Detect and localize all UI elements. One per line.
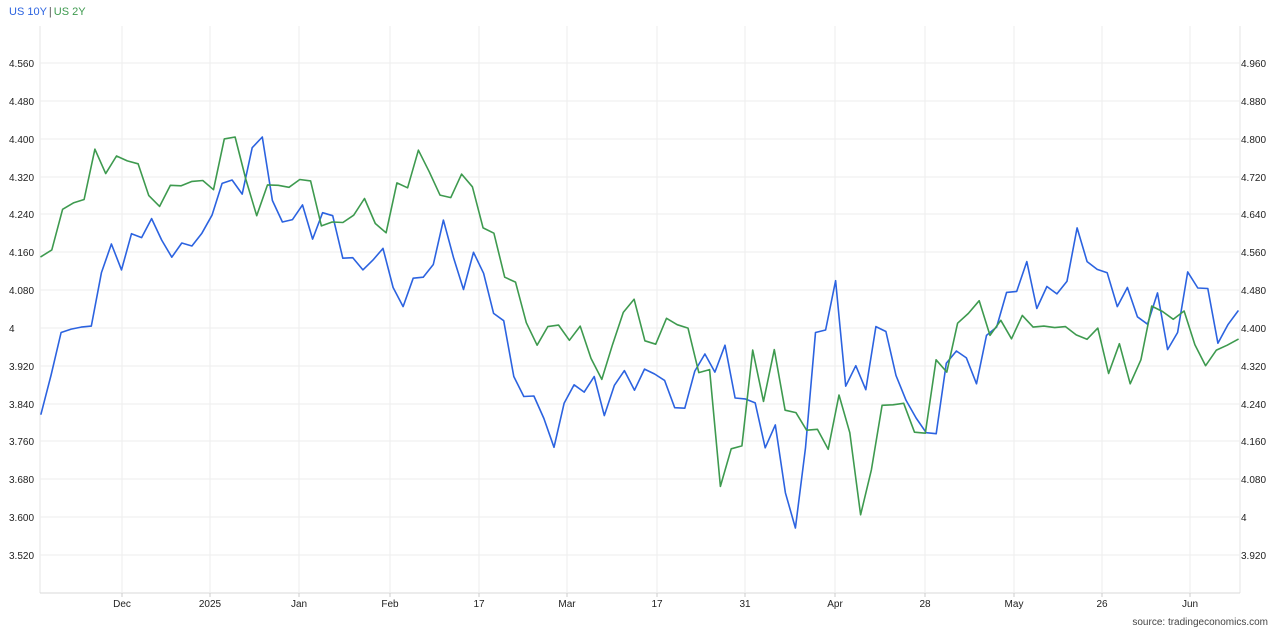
series-lines	[40, 136, 1239, 529]
series-line-us10y[interactable]	[40, 136, 1239, 529]
legend-us2y[interactable]: US 2Y	[53, 6, 86, 18]
x-tick-label: 17	[473, 599, 485, 610]
y-right-tick-label: 4.880	[1241, 97, 1266, 108]
grid	[39, 26, 1241, 594]
y-left-tick-label: 3.600	[9, 513, 34, 524]
x-axis: Dec 2025 Jan Feb 17 Mar 17 31 Apr 28 May 26 Jun	[113, 593, 1198, 610]
y-left-tick-label: 3.760	[9, 437, 34, 448]
x-tick-label: Mar	[558, 599, 576, 610]
y-right-tick-label: 4.480	[1241, 286, 1266, 297]
legend-us10y[interactable]: US 10Y	[9, 6, 47, 18]
y-left-tick-label: 3.520	[9, 551, 34, 562]
y-right-tick-label: 4.960	[1241, 59, 1266, 70]
y-axis-right: 3.920 4 4.080 4.160 4.240 4.320 4.400 4.480 4.56…	[1241, 59, 1266, 562]
x-tick-label: Apr	[827, 599, 843, 610]
legend-separator: |	[48, 6, 52, 18]
y-right-tick-label: 4.160	[1241, 437, 1266, 448]
x-tick-label: Dec	[113, 599, 131, 610]
y-left-tick-label: 4.560	[9, 59, 34, 70]
y-left-tick-label: 3.920	[9, 362, 34, 373]
y-left-tick-label: 4.240	[9, 210, 34, 221]
x-tick-label: 31	[739, 599, 751, 610]
y-right-tick-label: 4.240	[1241, 400, 1266, 411]
y-left-tick-label: 3.680	[9, 475, 34, 486]
x-tick-label: May	[1005, 599, 1024, 610]
x-tick-label: Jan	[291, 599, 307, 610]
y-left-tick-label: 4.160	[9, 248, 34, 259]
series-line-us2y[interactable]	[40, 136, 1239, 516]
y-left-tick-label: 4.480	[9, 97, 34, 108]
y-left-tick-label: 3.840	[9, 400, 34, 411]
y-left-tick-label: 4.080	[9, 286, 34, 297]
x-tick-label: 28	[919, 599, 931, 610]
y-right-tick-label: 4.640	[1241, 210, 1266, 221]
x-tick-label: 2025	[199, 599, 222, 610]
y-left-tick-label: 4.320	[9, 173, 34, 184]
y-right-tick-label: 4	[1241, 513, 1247, 524]
y-axis-left: 3.520 3.600 3.680 3.760 3.840 3.920 4 4.080 4.16…	[9, 59, 34, 562]
y-right-tick-label: 4.560	[1241, 248, 1266, 259]
y-right-tick-label: 4.320	[1241, 362, 1266, 373]
y-right-tick-label: 4.800	[1241, 135, 1266, 146]
x-tick-label: Jun	[1182, 599, 1198, 610]
y-left-tick-label: 4	[9, 324, 15, 335]
y-left-tick-label: 4.400	[9, 135, 34, 146]
y-right-tick-label: 4.400	[1241, 324, 1266, 335]
x-tick-label: 17	[651, 599, 663, 610]
x-tick-label: Feb	[381, 599, 399, 610]
legend: US 10Y | US 2Y	[9, 6, 86, 18]
source-credit: source: tradingeconomics.com	[1132, 617, 1268, 628]
y-right-tick-label: 4.080	[1241, 475, 1266, 486]
x-tick-label: 26	[1096, 599, 1108, 610]
y-right-tick-label: 4.720	[1241, 173, 1266, 184]
y-right-tick-label: 3.920	[1241, 551, 1266, 562]
